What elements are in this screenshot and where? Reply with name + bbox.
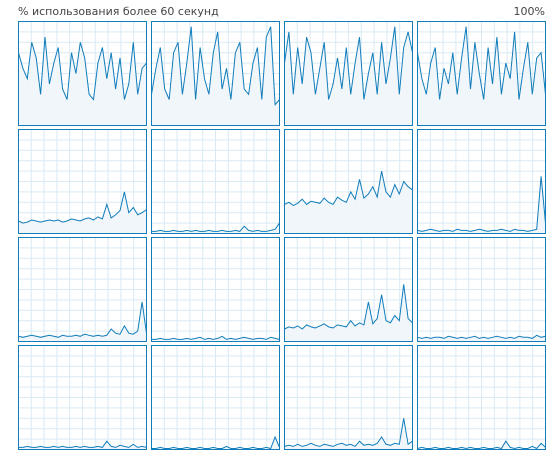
usage-line: [417, 26, 546, 100]
graph-border: [151, 21, 280, 126]
graph-border: [417, 237, 546, 342]
graph-border: [18, 21, 147, 126]
usage-line: [151, 435, 280, 450]
area-fill: [417, 26, 546, 126]
area-fill: [151, 437, 280, 450]
area-fill: [18, 37, 147, 126]
area-fill: [18, 302, 147, 342]
usage-line: [18, 37, 147, 101]
graph-border: [417, 129, 546, 234]
usage-line: [151, 26, 280, 106]
graph-border: [151, 129, 280, 234]
graph-border: [151, 237, 280, 342]
usage-line: [284, 26, 413, 100]
graph-border: [284, 237, 413, 342]
graph-border: [284, 129, 413, 234]
graph-border: [18, 129, 147, 234]
graph-border: [417, 21, 546, 126]
usage-line: [18, 301, 147, 338]
area-fill: [151, 26, 280, 126]
graph-border: [284, 345, 413, 450]
area-fill: [18, 191, 147, 234]
usage-line: [18, 191, 147, 224]
graph-border: [284, 21, 413, 126]
usage-line: [284, 284, 413, 330]
usage-line: [284, 418, 413, 448]
area-fill: [284, 171, 413, 234]
usage-line: [151, 222, 280, 232]
usage-line: [417, 334, 546, 339]
graph-border: [18, 345, 147, 450]
usage-line: [417, 440, 546, 450]
graph-border: [417, 345, 546, 450]
area-fill: [284, 284, 413, 342]
max-label: 100%: [514, 5, 545, 18]
graph-border: [18, 237, 147, 342]
usage-line: [151, 335, 280, 340]
graph-border: [151, 345, 280, 450]
header-title: % использования более 60 секунд: [18, 5, 219, 18]
usage-line: [18, 440, 147, 448]
area-fill: [284, 418, 413, 450]
area-fill: [151, 223, 280, 234]
usage-line: [417, 176, 546, 232]
usage-line: [284, 170, 413, 206]
